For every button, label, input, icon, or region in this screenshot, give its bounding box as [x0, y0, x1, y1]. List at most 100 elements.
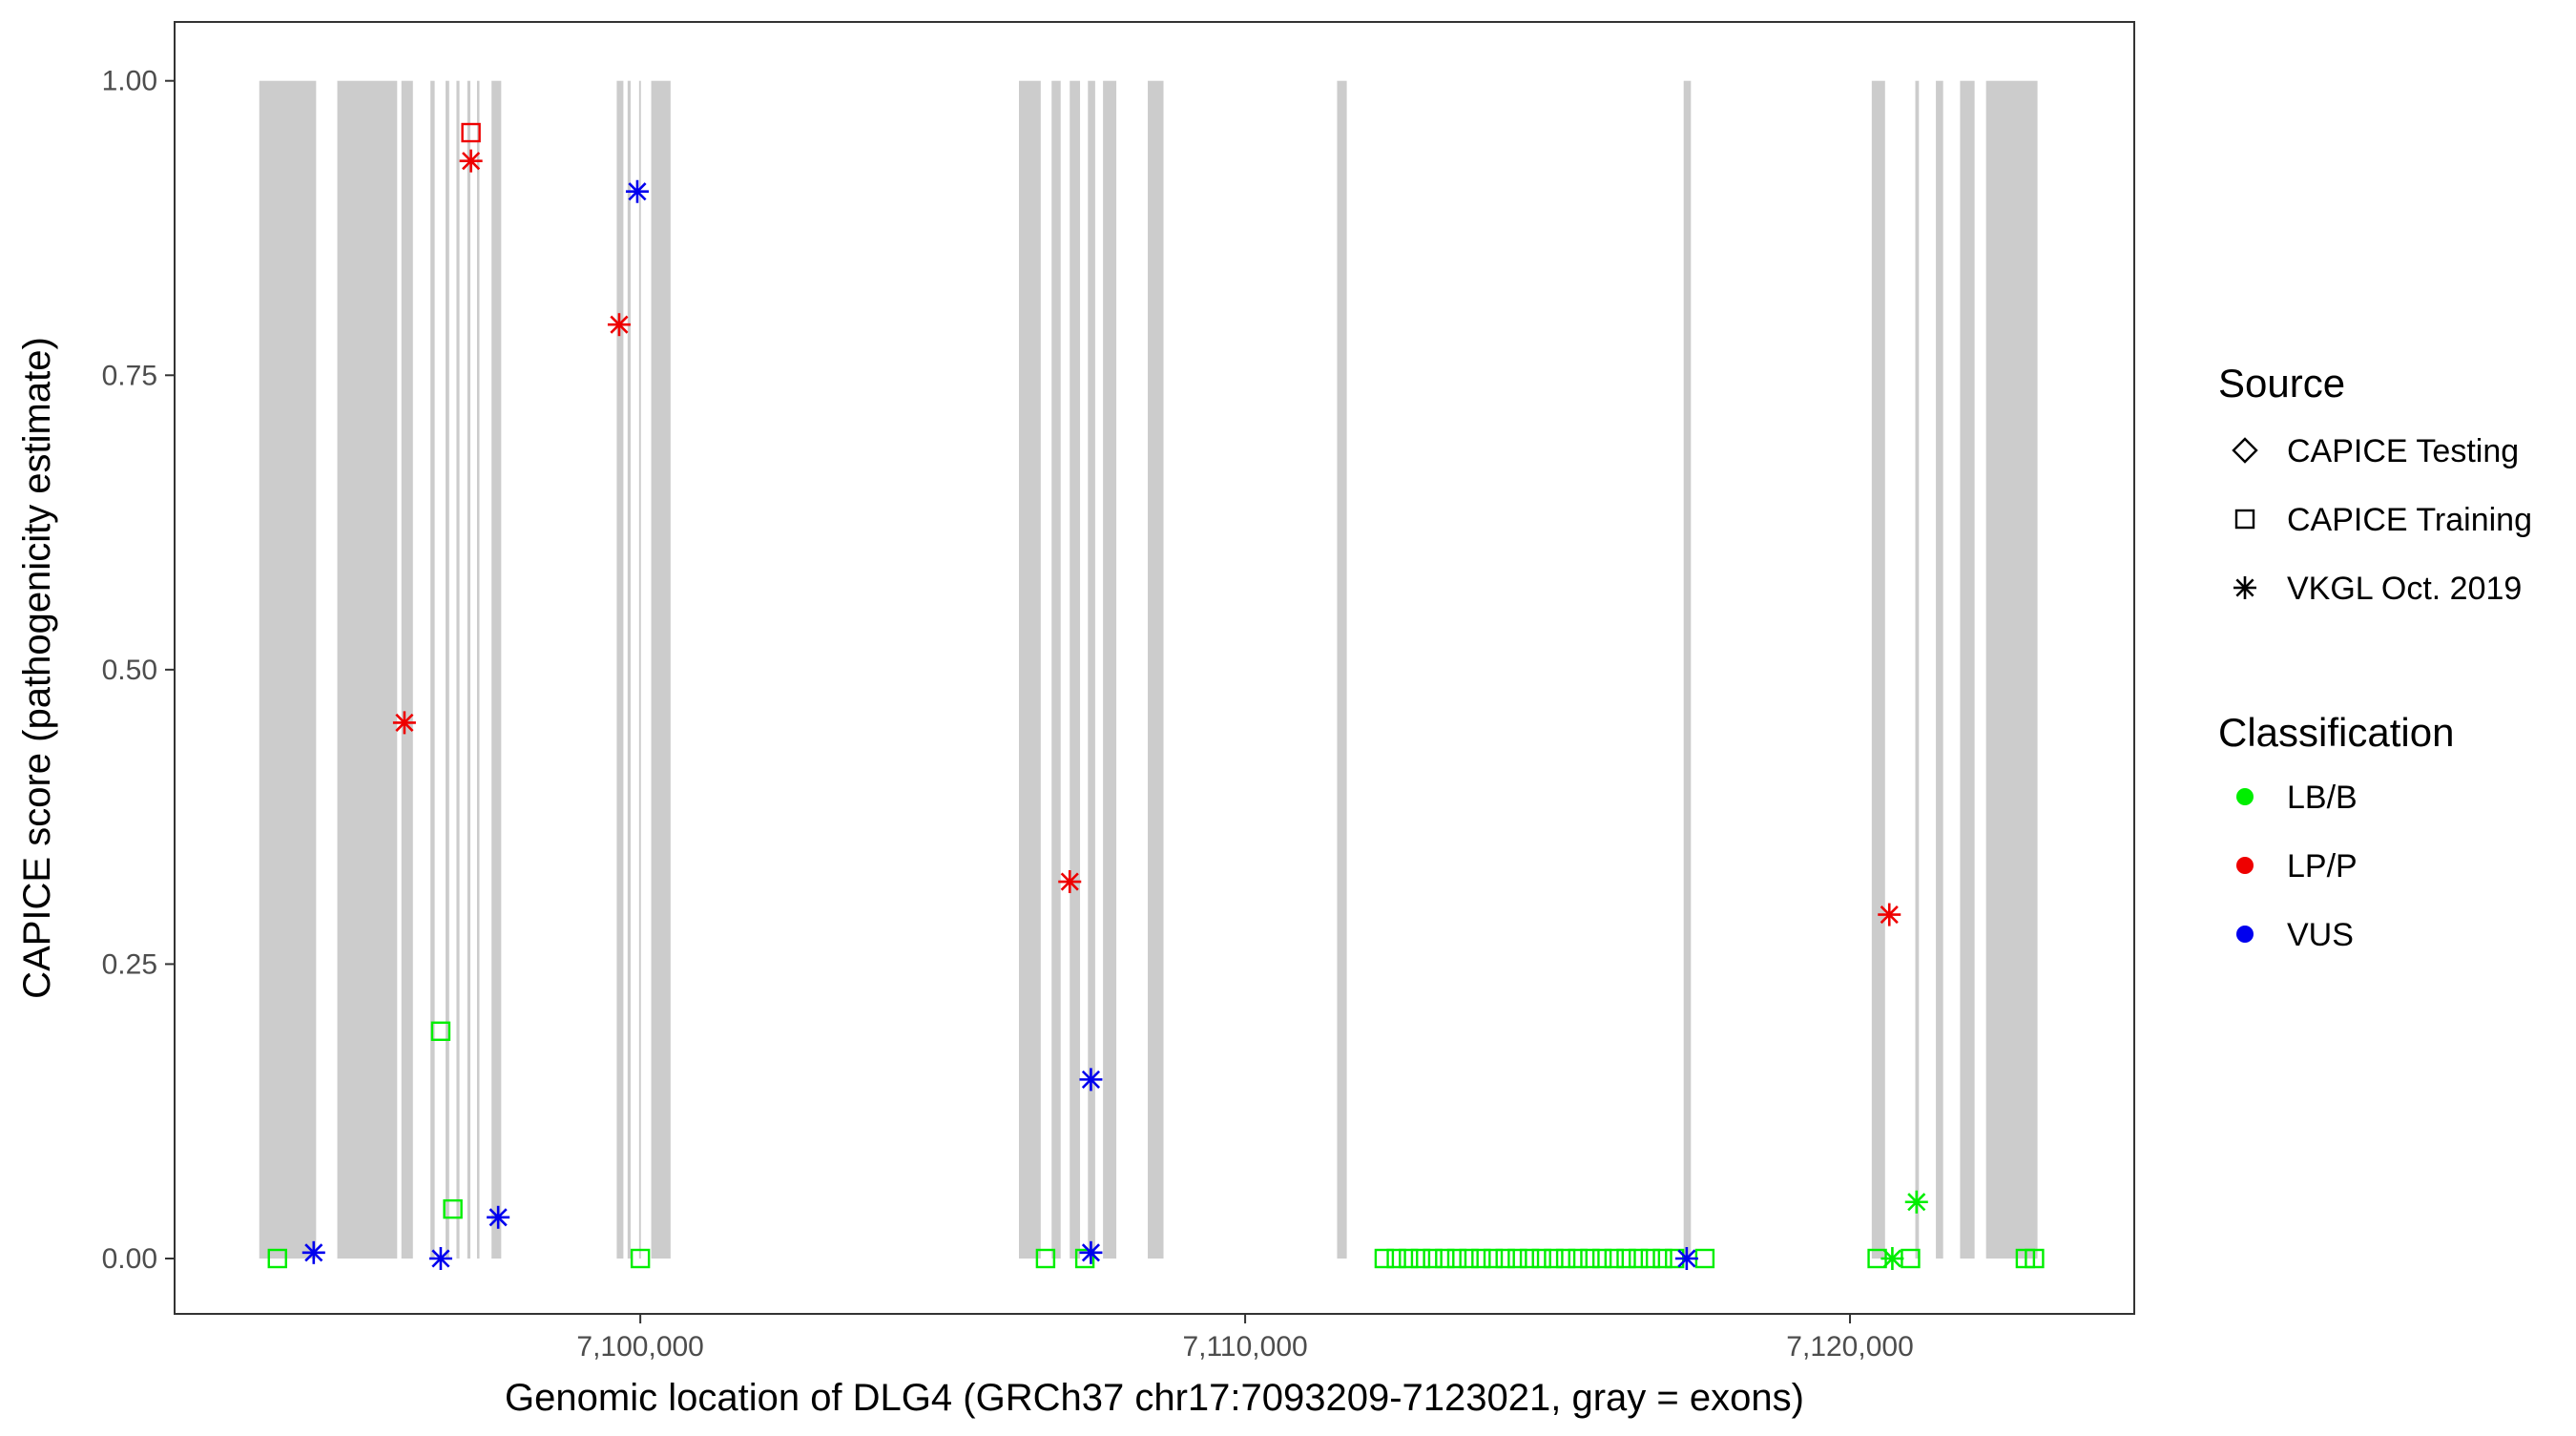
exon-band — [627, 80, 631, 1259]
exon-band — [1018, 80, 1041, 1259]
data-point — [1446, 1248, 1467, 1269]
data-point — [1374, 1248, 1395, 1269]
data-point — [1423, 1248, 1443, 1269]
data-point — [1674, 1246, 1698, 1270]
x-axis-title: Genomic location of DLG4 (GRCh37 chr17:7… — [505, 1377, 1804, 1419]
exon-band — [1936, 80, 1943, 1259]
legend-title-classification: Classification — [2218, 710, 2454, 755]
exon-band — [638, 80, 641, 1259]
legend-label: LP/P — [2287, 848, 2358, 884]
exon-band — [1915, 80, 1920, 1259]
legend-label: VKGL Oct. 2019 — [2287, 571, 2522, 607]
data-point — [1507, 1248, 1527, 1269]
data-point — [1519, 1248, 1540, 1269]
y-tick-label: 0.25 — [102, 948, 157, 980]
data-point — [461, 122, 481, 143]
exon-band — [456, 80, 460, 1259]
exon-band — [1088, 80, 1095, 1259]
exon-band — [651, 80, 671, 1259]
data-point — [1459, 1248, 1479, 1269]
data-point — [1555, 1248, 1576, 1269]
x-tick-label: 7,110,000 — [1182, 1331, 1307, 1363]
legend-key-diamond — [2232, 437, 2258, 464]
data-point — [1074, 1248, 1095, 1269]
data-point — [2025, 1248, 2045, 1269]
data-point — [1616, 1248, 1636, 1269]
panel-border — [174, 21, 2135, 1315]
data-point — [1904, 1190, 1928, 1214]
y-axis-title: CAPICE score (pathogenicity estimate) — [16, 337, 58, 999]
data-point — [487, 1205, 510, 1229]
legend-label: CAPICE Testing — [2287, 433, 2519, 469]
data-point — [1652, 1248, 1672, 1269]
x-tick-label: 7,120,000 — [1786, 1331, 1913, 1363]
legend-label: CAPICE Training — [2287, 502, 2532, 538]
exon-band — [467, 80, 471, 1259]
data-point — [267, 1248, 287, 1269]
data-point — [1471, 1248, 1491, 1269]
exon-band — [401, 80, 413, 1259]
data-point — [1410, 1248, 1431, 1269]
data-point — [1079, 1240, 1103, 1264]
axis-layer: 0.00 0.25 0.50 0.75 1.00 7,100,000 7,110,000 7,… — [102, 66, 1914, 1363]
exon-band — [1683, 80, 1692, 1259]
data-point — [1483, 1248, 1504, 1269]
exon-band — [1985, 80, 2038, 1259]
exon-band — [1148, 80, 1164, 1259]
data-point — [1058, 870, 1082, 894]
exon-band — [616, 80, 624, 1259]
legend-key-asterisk — [2233, 576, 2256, 599]
legend-title-source: Source — [2218, 361, 2345, 406]
exon-band — [446, 80, 449, 1259]
exon-band — [1103, 80, 1117, 1259]
data-point — [430, 1021, 451, 1041]
exon-band — [1337, 80, 1347, 1259]
data-point — [1544, 1248, 1564, 1269]
data-point — [1079, 1068, 1103, 1092]
data-point — [1568, 1248, 1588, 1269]
legend: Source CAPICE Testing CAPICE Training VKGL … — [2218, 361, 2532, 953]
exon-band — [1070, 80, 1081, 1259]
exon-band — [337, 80, 398, 1259]
data-point — [1880, 1246, 1904, 1270]
data-point — [625, 179, 649, 203]
data-point — [1531, 1248, 1551, 1269]
data-point — [1386, 1248, 1406, 1269]
y-tick-label: 0.00 — [102, 1243, 157, 1275]
exon-band — [1871, 80, 1885, 1259]
data-point — [1495, 1248, 1515, 1269]
data-point — [1035, 1248, 1056, 1269]
legend-key-dot — [2236, 788, 2254, 805]
data-point — [1628, 1248, 1649, 1269]
data-point — [1604, 1248, 1625, 1269]
data-point — [428, 1246, 452, 1270]
exon-layer — [259, 80, 2038, 1259]
data-point — [1580, 1248, 1600, 1269]
exon-band — [430, 80, 435, 1259]
data-point — [1640, 1248, 1661, 1269]
exon-band — [476, 80, 480, 1259]
data-point — [607, 313, 631, 337]
data-point — [1399, 1248, 1419, 1269]
data-point — [1435, 1248, 1455, 1269]
legend-key-dot — [2236, 857, 2254, 874]
legend-label: LB/B — [2287, 780, 2358, 816]
data-point — [630, 1248, 651, 1269]
x-tick-label: 7,100,000 — [576, 1331, 703, 1363]
legend-label: VUS — [2287, 917, 2354, 953]
y-tick-label: 0.50 — [102, 655, 157, 686]
data-point — [301, 1240, 325, 1264]
point-layer — [267, 122, 2045, 1270]
exon-band — [1051, 80, 1061, 1259]
exon-band — [1960, 80, 1975, 1259]
data-point — [1591, 1248, 1612, 1269]
data-point — [392, 711, 416, 735]
y-tick-label: 1.00 — [102, 66, 157, 97]
data-point — [459, 149, 483, 173]
data-point — [1878, 903, 1901, 926]
y-tick-label: 0.75 — [102, 360, 157, 391]
data-point — [443, 1198, 463, 1219]
